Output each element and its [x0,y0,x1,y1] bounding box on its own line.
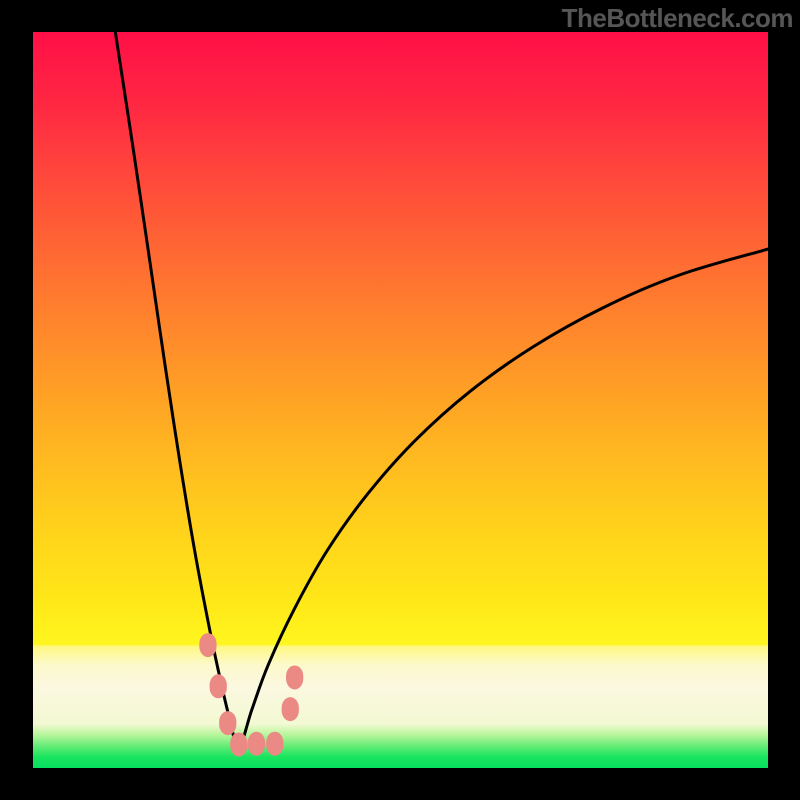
highlight-marker [266,732,283,756]
highlight-marker [230,732,247,756]
highlight-marker [282,697,299,721]
highlight-marker [210,674,227,698]
chart-svg [33,32,768,768]
figure-container: TheBottleneck.com [0,0,800,800]
gradient-background [33,32,768,768]
watermark-label: TheBottleneck.com [562,3,793,34]
highlight-marker [248,732,265,756]
plot-area [33,32,768,768]
highlight-marker [219,711,236,735]
highlight-marker [199,633,216,657]
highlight-marker [286,665,303,689]
